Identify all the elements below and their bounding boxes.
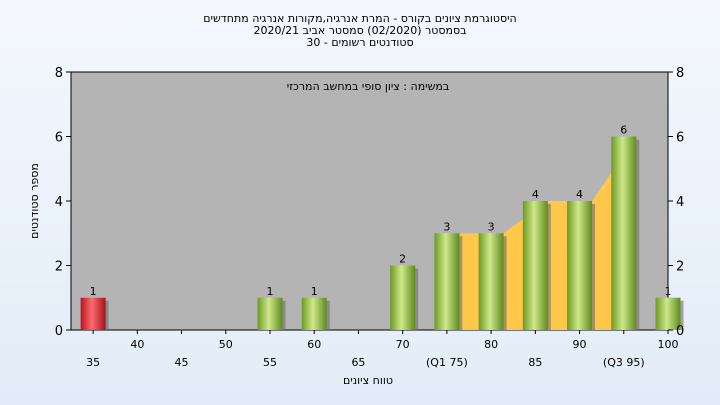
- data-label: 2: [399, 253, 406, 266]
- x-tick-label: 65: [351, 356, 365, 369]
- bar: [522, 201, 548, 330]
- data-label: 3: [488, 220, 495, 233]
- y-tick-label-right: 2: [676, 260, 684, 275]
- bar: [478, 233, 504, 330]
- x-tick-label: 35: [86, 356, 100, 369]
- chart-title: היסטוגרמת ציונים בקורס - המרת אנרגיה,מקו…: [203, 12, 517, 49]
- data-label: 6: [620, 124, 627, 137]
- y-tick-label-right: 0: [676, 324, 684, 339]
- y-tick-label-right: 8: [676, 66, 684, 81]
- x-axis: 35 40 45 50 55 60 65 70 (Q1 75) 80 85 90 (Q3 95) 100: [86, 330, 679, 369]
- data-labels-layer: 1 1 1 2 3 3 4 4 6 1: [90, 124, 672, 298]
- x-tick-label: 90: [573, 338, 587, 351]
- bar: [434, 233, 460, 330]
- x-tick-label: 70: [396, 338, 410, 351]
- data-label: 1: [267, 285, 274, 298]
- title-line-3: סטודנטים רשומים - 30: [306, 36, 413, 49]
- y-axis-left: 0 2 4 6 8: [55, 66, 71, 339]
- bar: [655, 297, 681, 330]
- bar: [390, 265, 416, 330]
- x-tick-label: (Q1 75): [426, 356, 468, 369]
- x-tick-label: 40: [130, 338, 144, 351]
- title-line-1: היסטוגרמת ציונים בקורס - המרת אנרגיה,מקו…: [203, 12, 517, 25]
- bar: [611, 136, 637, 330]
- data-label: 1: [665, 285, 672, 298]
- bars-layer: [80, 136, 684, 330]
- x-tick-label: 45: [175, 356, 189, 369]
- x-tick-label: 60: [307, 338, 321, 351]
- bar: [80, 297, 106, 330]
- x-tick-label: (Q3 95): [603, 356, 645, 369]
- y-tick-label: 6: [55, 131, 63, 146]
- data-label: 3: [443, 220, 450, 233]
- x-axis-label: טווח ציונים: [343, 374, 393, 387]
- data-label: 1: [90, 285, 97, 298]
- y-tick-label-right: 6: [676, 131, 684, 146]
- y-tick-label: 0: [55, 324, 63, 339]
- y-tick-label: 8: [55, 66, 63, 81]
- data-label: 1: [311, 285, 318, 298]
- x-tick-label: 55: [263, 356, 277, 369]
- y-tick-label: 4: [55, 195, 63, 210]
- title-line-2: בסמסטר (02/2020) סמסטר אביב 2020/21: [253, 24, 466, 37]
- data-label: 4: [532, 188, 539, 201]
- bar: [301, 297, 327, 330]
- x-tick-label: 85: [528, 356, 542, 369]
- bar: [257, 297, 283, 330]
- x-tick-label: 100: [658, 338, 679, 351]
- bar: [567, 201, 593, 330]
- y-tick-label-right: 4: [676, 195, 684, 210]
- y-axis-label: מספר סטודנטים: [28, 163, 41, 239]
- y-axis-right: 0 2 4 6 8: [668, 66, 684, 339]
- data-label: 4: [576, 188, 583, 201]
- y-tick-label: 2: [55, 260, 63, 275]
- chart-annotation: במשימה : ציון סופי במחשב המרכזי: [287, 80, 450, 93]
- x-tick-label: 50: [219, 338, 233, 351]
- x-tick-label: 80: [484, 338, 498, 351]
